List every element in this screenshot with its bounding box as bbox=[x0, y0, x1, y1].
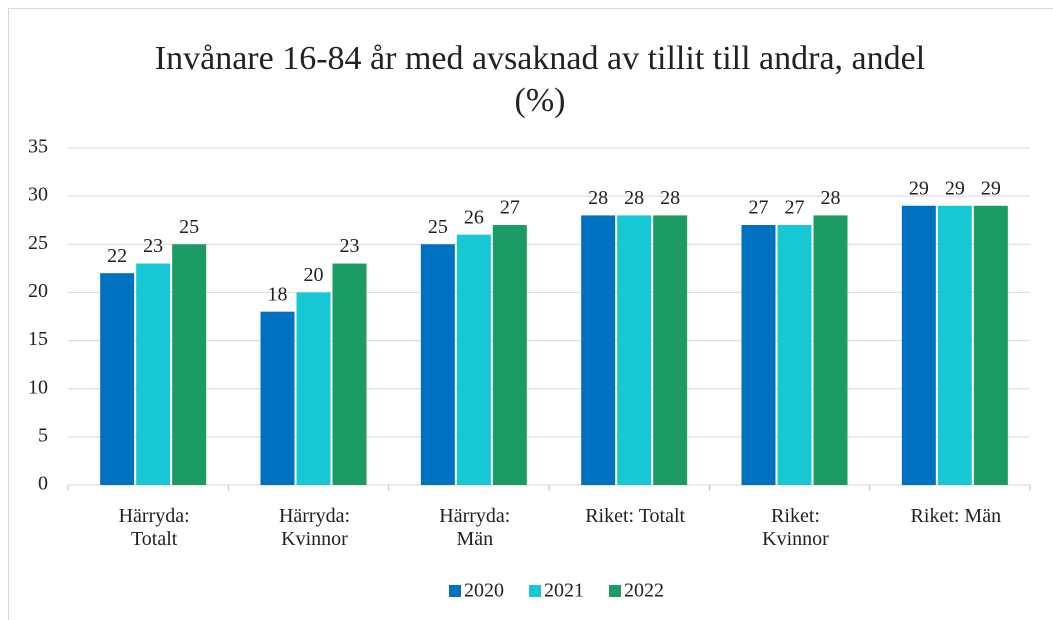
data-label: 22 bbox=[107, 245, 127, 267]
x-tick-label: Riket: Män bbox=[910, 505, 1002, 527]
bar bbox=[653, 215, 688, 485]
y-tick-label: 15 bbox=[28, 328, 48, 350]
data-label: 29 bbox=[945, 177, 965, 199]
bar bbox=[492, 225, 527, 485]
data-label: 28 bbox=[588, 187, 608, 209]
x-tick-label: Riket: Kvinnor bbox=[762, 505, 829, 550]
bar bbox=[172, 244, 207, 485]
bar bbox=[777, 225, 812, 485]
bar bbox=[456, 234, 491, 485]
x-tick-label: Härryda: Män bbox=[439, 505, 511, 550]
data-label: 29 bbox=[909, 177, 929, 199]
bar bbox=[937, 205, 972, 485]
legend-swatch bbox=[449, 585, 461, 597]
y-tick-label: 25 bbox=[28, 232, 48, 254]
x-tick-label: Riket: Totalt bbox=[585, 505, 686, 527]
y-tick-label: 5 bbox=[38, 424, 48, 446]
data-label: 27 bbox=[785, 197, 805, 219]
data-label: 28 bbox=[660, 187, 680, 209]
bar bbox=[332, 263, 367, 485]
legend-label: 2021 bbox=[544, 580, 584, 602]
legend-label: 2022 bbox=[624, 580, 664, 602]
y-tick-label: 10 bbox=[28, 376, 48, 398]
data-label: 28 bbox=[624, 187, 644, 209]
bar bbox=[100, 273, 135, 485]
y-tick-label: 30 bbox=[28, 184, 48, 206]
y-tick-label: 0 bbox=[38, 473, 48, 495]
data-label: 27 bbox=[500, 197, 520, 219]
chart-title: Invånare 16-84 år med avsaknad av tillit… bbox=[154, 40, 926, 119]
data-label: 27 bbox=[749, 197, 769, 219]
data-label: 18 bbox=[268, 283, 288, 305]
bar bbox=[617, 215, 652, 485]
chart-border bbox=[8, 8, 1053, 620]
x-tick-label: Härryda: Kvinnor bbox=[278, 505, 351, 550]
bar bbox=[741, 225, 776, 485]
x-tick-label: Härryda: Totalt bbox=[118, 505, 190, 550]
bar bbox=[420, 244, 455, 485]
bar bbox=[813, 215, 848, 485]
data-label: 28 bbox=[821, 187, 841, 209]
data-label: 25 bbox=[428, 216, 448, 238]
bar bbox=[901, 205, 936, 485]
data-label: 23 bbox=[340, 235, 360, 257]
data-label: 23 bbox=[143, 235, 163, 257]
bar bbox=[973, 205, 1008, 485]
bar bbox=[296, 292, 331, 485]
data-label: 26 bbox=[464, 206, 484, 228]
y-tick-label: 35 bbox=[28, 136, 48, 158]
legend-label: 2020 bbox=[464, 580, 504, 602]
legend-swatch bbox=[609, 585, 621, 597]
bar bbox=[260, 311, 295, 485]
data-label: 29 bbox=[981, 177, 1001, 199]
legend-swatch bbox=[529, 585, 541, 597]
bar bbox=[581, 215, 616, 485]
y-tick-label: 20 bbox=[28, 280, 48, 302]
data-label: 25 bbox=[179, 216, 199, 238]
data-label: 20 bbox=[304, 264, 324, 286]
bar bbox=[136, 263, 171, 485]
